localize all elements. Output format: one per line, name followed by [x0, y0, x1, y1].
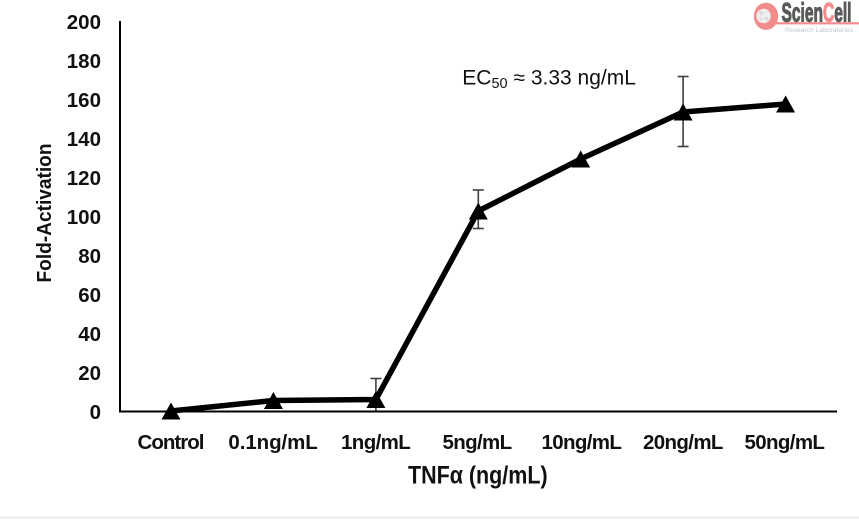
svg-text:50ng/mL: 50ng/mL — [744, 431, 825, 454]
svg-text:5ng/mL: 5ng/mL — [442, 431, 512, 454]
svg-text:100: 100 — [67, 206, 101, 229]
svg-text:10ng/mL: 10ng/mL — [542, 431, 622, 454]
svg-text:20: 20 — [78, 362, 101, 385]
svg-text:20ng/mL: 20ng/mL — [643, 431, 724, 454]
svg-text:Research Laboratories: Research Laboratories — [785, 27, 853, 34]
svg-text:120: 120 — [67, 167, 101, 190]
svg-text:0: 0 — [90, 401, 101, 424]
svg-text:160: 160 — [67, 89, 101, 112]
svg-text:1ng/mL: 1ng/mL — [341, 431, 411, 454]
svg-text:200: 200 — [67, 11, 101, 34]
svg-text:60: 60 — [78, 284, 101, 307]
svg-text:TNFα (ng/mL): TNFα (ng/mL) — [408, 462, 548, 490]
svg-text:140: 140 — [67, 128, 101, 151]
svg-text:0.1ng/mL: 0.1ng/mL — [228, 431, 317, 454]
svg-text:180: 180 — [67, 50, 101, 73]
svg-text:ScienCell: ScienCell — [782, 0, 852, 28]
svg-text:80: 80 — [78, 245, 101, 268]
svg-text:Fold-Activation: Fold-Activation — [34, 144, 56, 283]
svg-text:EC50 ≈ 3.33 ng/mL: EC50 ≈ 3.33 ng/mL — [462, 66, 636, 92]
svg-text:Control: Control — [138, 431, 205, 454]
svg-text:40: 40 — [78, 323, 101, 346]
